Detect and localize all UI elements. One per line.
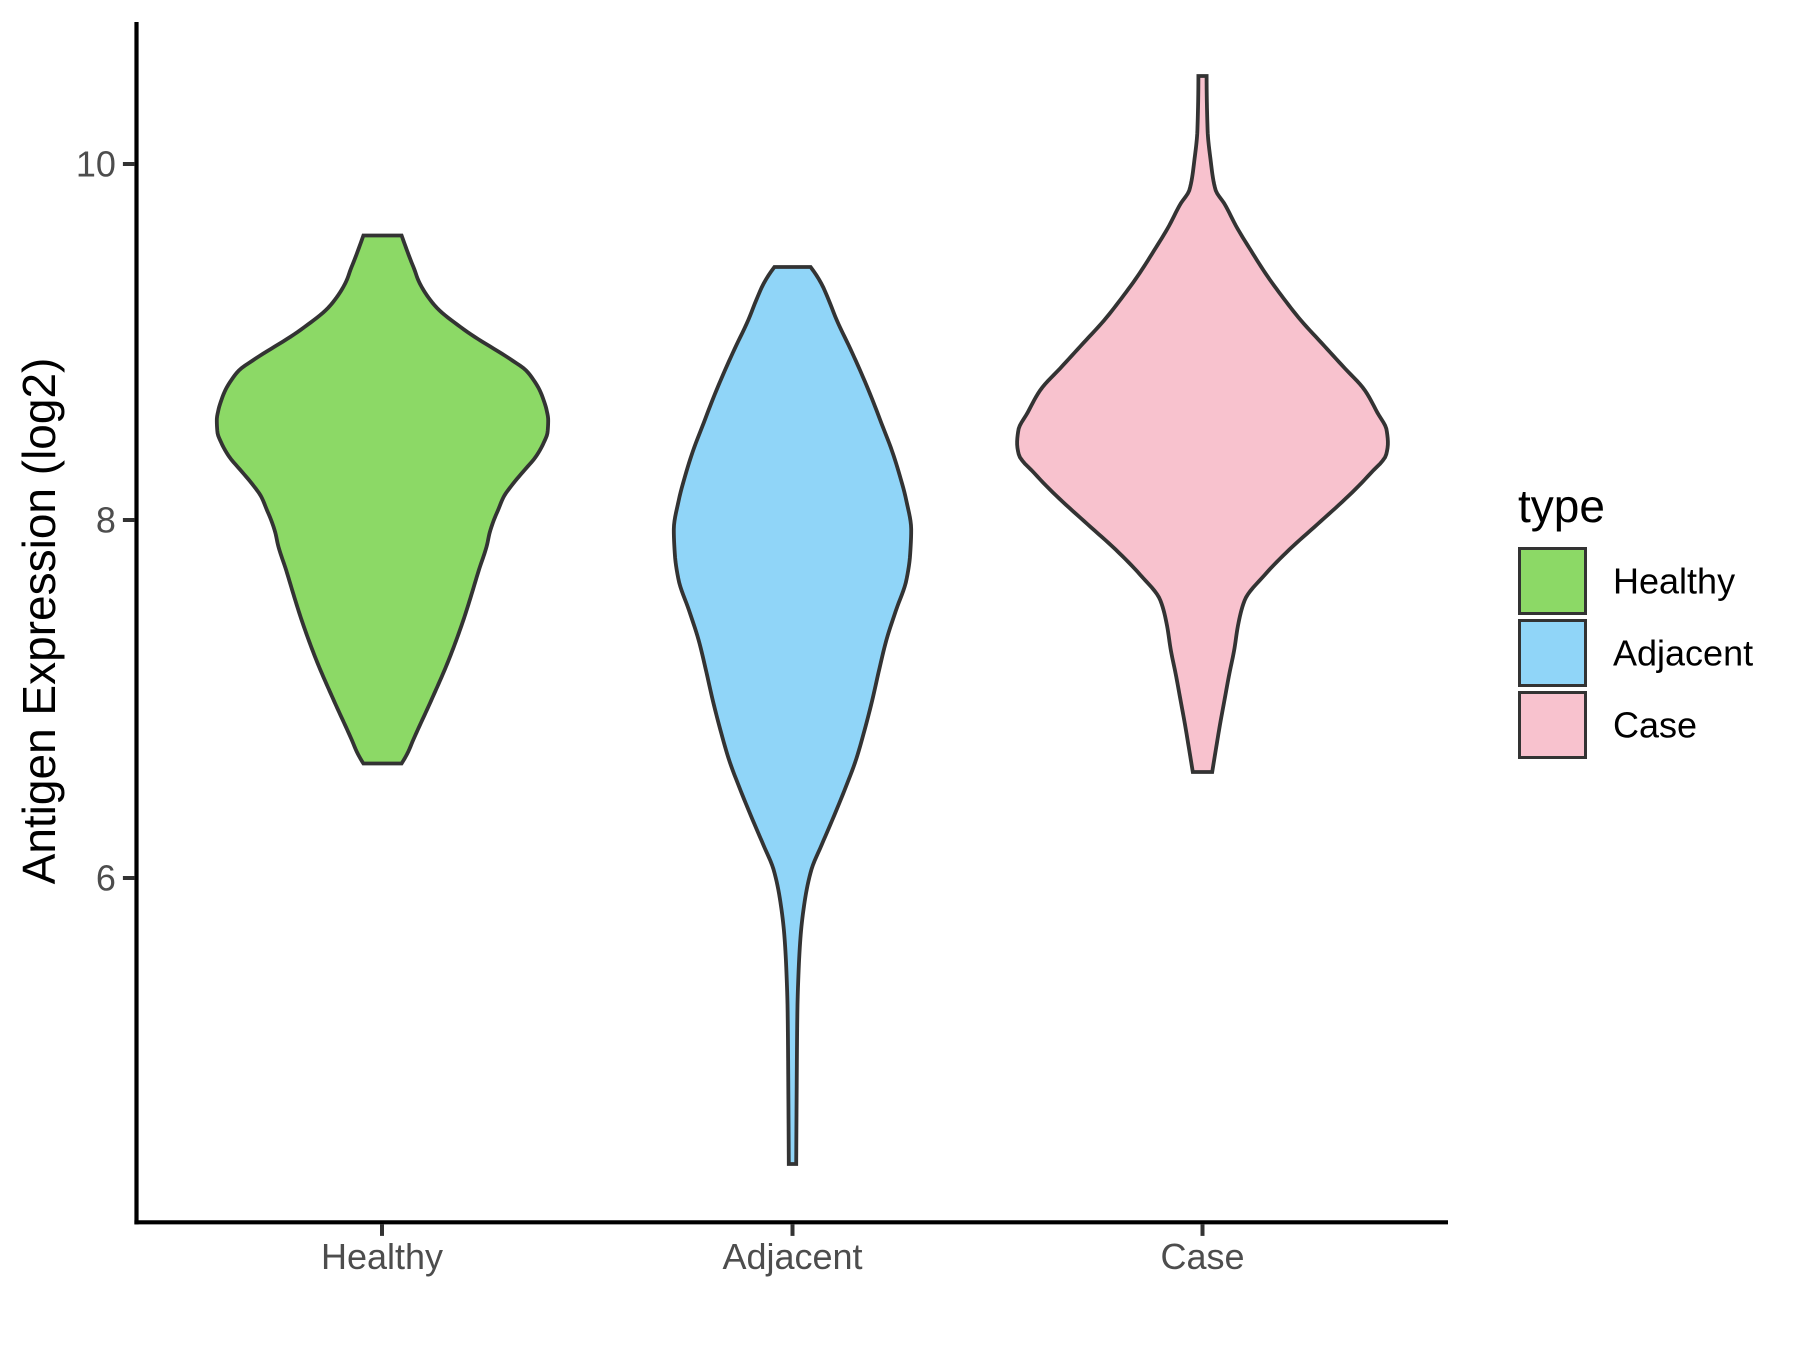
svg-text:6: 6 [96, 858, 116, 899]
svg-text:type: type [1518, 480, 1605, 532]
svg-text:Adjacent: Adjacent [722, 1236, 862, 1277]
svg-text:Healthy: Healthy [1613, 561, 1735, 602]
svg-text:Antigen Expression (log2): Antigen Expression (log2) [13, 358, 65, 885]
svg-text:8: 8 [96, 500, 116, 541]
svg-text:Case: Case [1613, 705, 1697, 746]
svg-text:Healthy: Healthy [321, 1236, 443, 1277]
svg-text:Adjacent: Adjacent [1613, 633, 1753, 674]
svg-text:Case: Case [1160, 1236, 1244, 1277]
svg-text:10: 10 [76, 144, 116, 185]
